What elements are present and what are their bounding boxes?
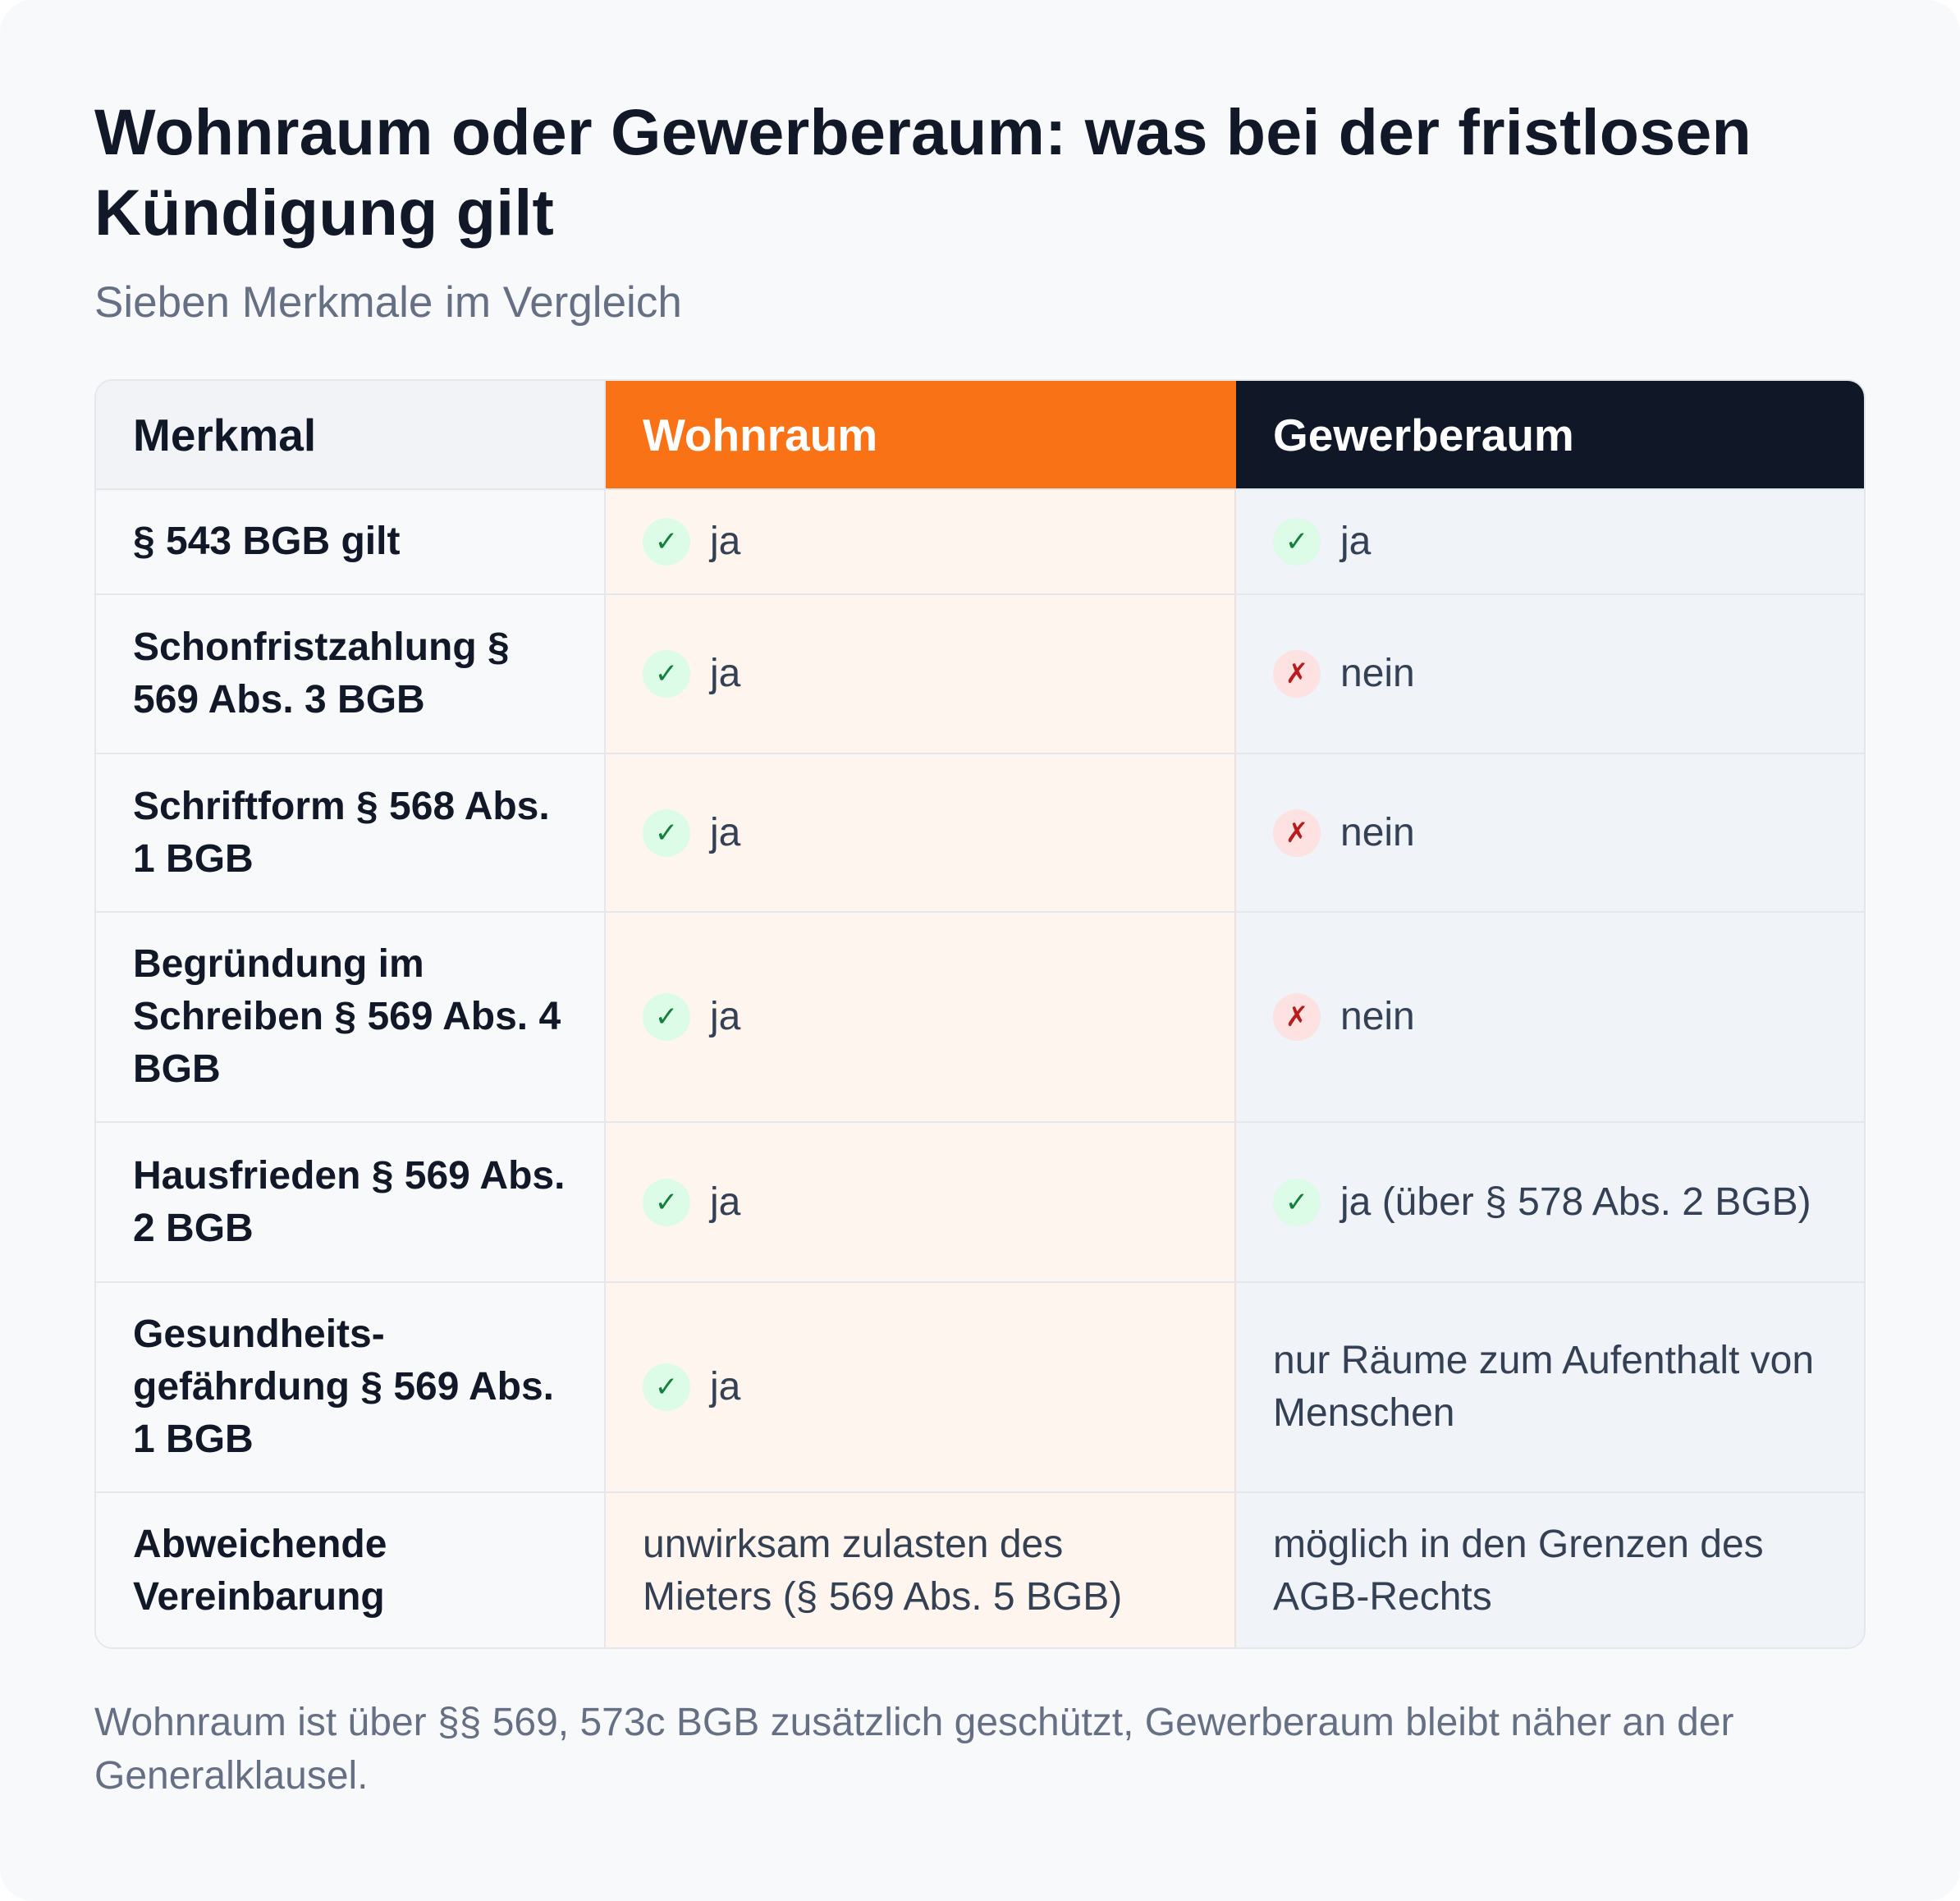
gewerberaum-value: nur Räume zum Aufenthalt von Menschen <box>1273 1339 1815 1435</box>
feature-cell: Hausfrieden § 569 Abs. 2 BGB <box>96 1123 606 1281</box>
wohnraum-cell: ✓ ja <box>606 754 1236 911</box>
check-icon: ✓ <box>643 1178 690 1226</box>
wohnraum-cell: ✓ ja <box>606 490 1236 593</box>
feature-cell: Schriftform § 568 Abs. 1 BGB <box>96 754 606 911</box>
feature-label: § 543 BGB gilt <box>133 520 401 563</box>
wohnraum-cell: ✓ ja <box>606 1283 1236 1491</box>
cross-icon: ✗ <box>1273 650 1321 698</box>
check-icon: ✓ <box>643 650 690 698</box>
feature-label: Schonfristzahlung § 569 Abs. 3 BGB <box>133 625 510 721</box>
wohnraum-value: ja <box>710 1365 741 1409</box>
gewerberaum-cell: ✗ nein <box>1236 913 1864 1121</box>
table-row: Begründung im Schreiben § 569 Abs. 4 BGB… <box>96 913 1864 1123</box>
feature-cell: § 543 BGB gilt <box>96 490 606 593</box>
feature-cell: Abweichende Vereinbarung <box>96 1493 606 1647</box>
gewerberaum-cell: möglich in den Grenzen des AGB-Rechts <box>1236 1493 1864 1647</box>
table-row: § 543 BGB gilt ✓ ja ✓ ja <box>96 490 1864 595</box>
cross-icon: ✗ <box>1273 808 1321 857</box>
gewerberaum-value: nein <box>1340 652 1415 695</box>
feature-label: Hausfrieden § 569 Abs. 2 BGB <box>133 1153 566 1250</box>
table-header-row: Merkmal Wohnraum Gewerberaum <box>96 381 1864 490</box>
feature-label: Gesundheits-gefährdung § 569 Abs. 1 BGB <box>133 1312 554 1461</box>
gewerberaum-value: nein <box>1340 810 1415 854</box>
gewerberaum-cell: ✓ ja (über § 578 Abs. 2 BGB) <box>1236 1123 1864 1281</box>
page-subtitle: Sieben Merkmale im Vergleich <box>94 278 682 327</box>
wohnraum-value: ja <box>710 995 741 1038</box>
header-wohnraum-label: Wohnraum <box>643 409 878 460</box>
feature-cell: Begründung im Schreiben § 569 Abs. 4 BGB <box>96 913 606 1121</box>
wohnraum-value: unwirksam zulasten des Mieters (§ 569 Ab… <box>643 1523 1123 1619</box>
gewerberaum-cell: nur Räume zum Aufenthalt von Menschen <box>1236 1283 1864 1491</box>
table-row: Schriftform § 568 Abs. 1 BGB ✓ ja ✗ nein <box>96 754 1864 913</box>
table-row: Hausfrieden § 569 Abs. 2 BGB ✓ ja ✓ ja (über… <box>96 1123 1864 1283</box>
wohnraum-cell: ✓ ja <box>606 595 1236 753</box>
header-gewerberaum: Gewerberaum <box>1236 381 1864 488</box>
wohnraum-value: ja <box>710 1180 741 1224</box>
check-icon: ✓ <box>1273 1178 1321 1226</box>
gewerberaum-value: möglich in den Grenzen des AGB-Rechts <box>1273 1523 1764 1619</box>
feature-cell: Gesundheits-gefährdung § 569 Abs. 1 BGB <box>96 1283 606 1491</box>
header-gewerberaum-label: Gewerberaum <box>1273 409 1574 460</box>
wohnraum-value: ja <box>710 520 741 563</box>
feature-label: Begründung im Schreiben § 569 Abs. 4 BGB <box>133 942 561 1091</box>
check-icon: ✓ <box>1273 518 1321 566</box>
check-icon: ✓ <box>643 993 690 1041</box>
check-icon: ✓ <box>643 518 690 566</box>
gewerberaum-value: ja <box>1340 520 1372 563</box>
header-wohnraum: Wohnraum <box>606 381 1236 488</box>
feature-label: Abweichende Vereinbarung <box>133 1523 387 1619</box>
wohnraum-cell: ✓ ja <box>606 1123 1236 1281</box>
feature-cell: Schonfristzahlung § 569 Abs. 3 BGB <box>96 595 606 753</box>
wohnraum-value: ja <box>710 652 741 695</box>
page-title: Wohnraum oder Gewerberaum: was bei der f… <box>94 95 1752 249</box>
table-row: Gesundheits-gefährdung § 569 Abs. 1 BGB ✓… <box>96 1283 1864 1493</box>
table-row: Abweichende Vereinbarung unwirksam zulast… <box>96 1493 1864 1647</box>
footnote: Wohnraum ist über §§ 569, 573c BGB zusät… <box>94 1701 1734 1798</box>
gewerberaum-cell: ✗ nein <box>1236 754 1864 911</box>
gewerberaum-value: ja (über § 578 Abs. 2 BGB) <box>1340 1180 1811 1224</box>
gewerberaum-cell: ✗ nein <box>1236 595 1864 753</box>
feature-label: Schriftform § 568 Abs. 1 BGB <box>133 784 550 881</box>
cross-icon: ✗ <box>1273 993 1321 1041</box>
table-row: Schonfristzahlung § 569 Abs. 3 BGB ✓ ja ✗ ne… <box>96 595 1864 754</box>
header-merkmal-label: Merkmal <box>133 409 317 460</box>
check-icon: ✓ <box>643 1363 690 1411</box>
wohnraum-cell: ✓ ja <box>606 913 1236 1121</box>
header-merkmal: Merkmal <box>96 381 606 488</box>
gewerberaum-value: nein <box>1340 995 1415 1038</box>
check-icon: ✓ <box>643 808 690 857</box>
comparison-table: Merkmal Wohnraum Gewerberaum § 543 BGB g… <box>94 379 1866 1649</box>
gewerberaum-cell: ✓ ja <box>1236 490 1864 593</box>
wohnraum-value: ja <box>710 810 741 854</box>
wohnraum-cell: unwirksam zulasten des Mieters (§ 569 Ab… <box>606 1493 1236 1647</box>
